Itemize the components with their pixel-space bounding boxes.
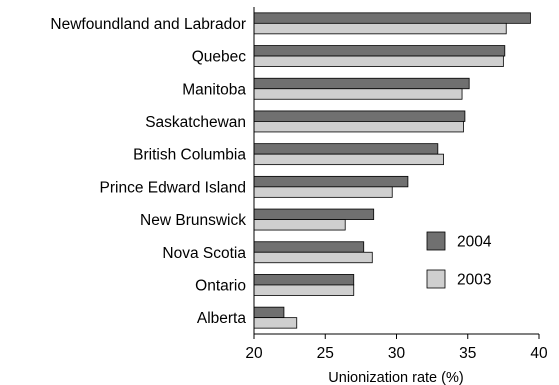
legend-label-2003: 2003 (457, 272, 491, 289)
x-axis-title: Unionization rate (%) (328, 370, 463, 385)
bar-2003-1 (253, 55, 504, 67)
category-label: Nova Scotia (162, 245, 246, 262)
bar-2004-6 (253, 208, 375, 220)
bar-2004-7 (253, 241, 365, 253)
category-label: New Brunswick (140, 212, 246, 229)
category-label: Manitoba (182, 81, 246, 98)
category-label: Quebec (192, 49, 247, 66)
bar-2003-9 (253, 317, 298, 329)
bar-2004-4 (253, 143, 439, 155)
bar-2003-2 (253, 88, 463, 100)
x-tick-label: 35 (459, 345, 476, 362)
bars (253, 12, 531, 329)
bar-2003-3 (253, 121, 464, 133)
bar-2004-1 (253, 45, 506, 57)
category-label: Ontario (195, 277, 246, 294)
legend: 2004 2003 (426, 231, 492, 289)
bar-2004-8 (253, 274, 355, 286)
category-label: Newfoundland and Labrador (50, 16, 246, 33)
legend-swatch-2004 (426, 231, 446, 251)
bar-2003-4 (253, 153, 444, 166)
category-label: Alberta (197, 310, 246, 327)
bar-2003-7 (253, 251, 373, 264)
bar-2003-6 (253, 219, 346, 231)
legend-label-2004: 2004 (457, 234, 492, 251)
bar-2003-0 (253, 22, 507, 35)
category-label: British Columbia (133, 147, 246, 164)
category-label: Saskatchewan (145, 114, 246, 131)
bar-2004-0 (253, 12, 531, 24)
x-ticks: 20 25 30 35 40 (245, 334, 548, 362)
x-tick-label: 30 (388, 345, 406, 362)
bar-2004-5 (253, 175, 409, 188)
legend-swatch-2003 (426, 269, 446, 289)
bar-2003-8 (253, 284, 355, 296)
x-tick-label: 20 (245, 345, 263, 362)
category-label: Prince Edward Island (100, 179, 246, 196)
bar-2004-2 (253, 77, 470, 90)
bar-2004-9 (253, 306, 285, 319)
x-tick-label: 40 (530, 345, 548, 362)
category-labels: Newfoundland and Labrador Quebec Manitoba S… (50, 16, 246, 327)
bar-2003-5 (253, 186, 393, 198)
bar-2004-3 (253, 110, 466, 122)
x-tick-label: 25 (317, 345, 334, 362)
